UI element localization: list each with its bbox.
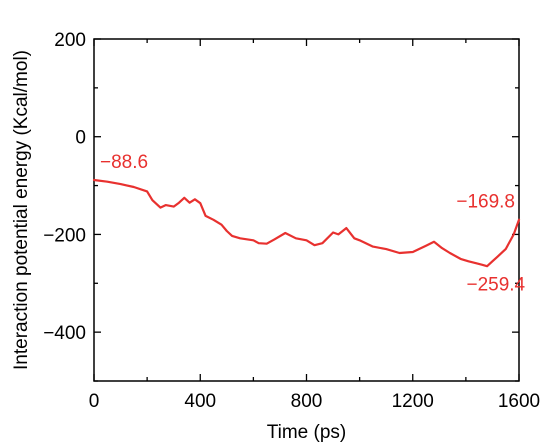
x-tick-label: 800 [291,391,323,412]
x-tick-label: 1600 [498,391,540,412]
y-tick-label: 200 [54,30,86,51]
x-tick-label: 0 [89,391,100,412]
x-axis-label: Time (ps) [267,422,347,443]
data-annotation: −169.8 [456,192,515,213]
data-annotation: −259.4 [466,275,525,296]
y-tick-label: −200 [43,225,86,246]
y-axis-label: Interaction potential energy (Kcal/mol) [11,50,32,370]
plot-frame [93,38,520,382]
x-tick-label: 1200 [392,391,434,412]
series-line [92,178,521,268]
data-annotation: −88.6 [100,152,148,173]
x-tick-label: 400 [184,391,216,412]
y-tick-label: −400 [43,323,86,344]
y-tick-label: 0 [75,128,86,149]
